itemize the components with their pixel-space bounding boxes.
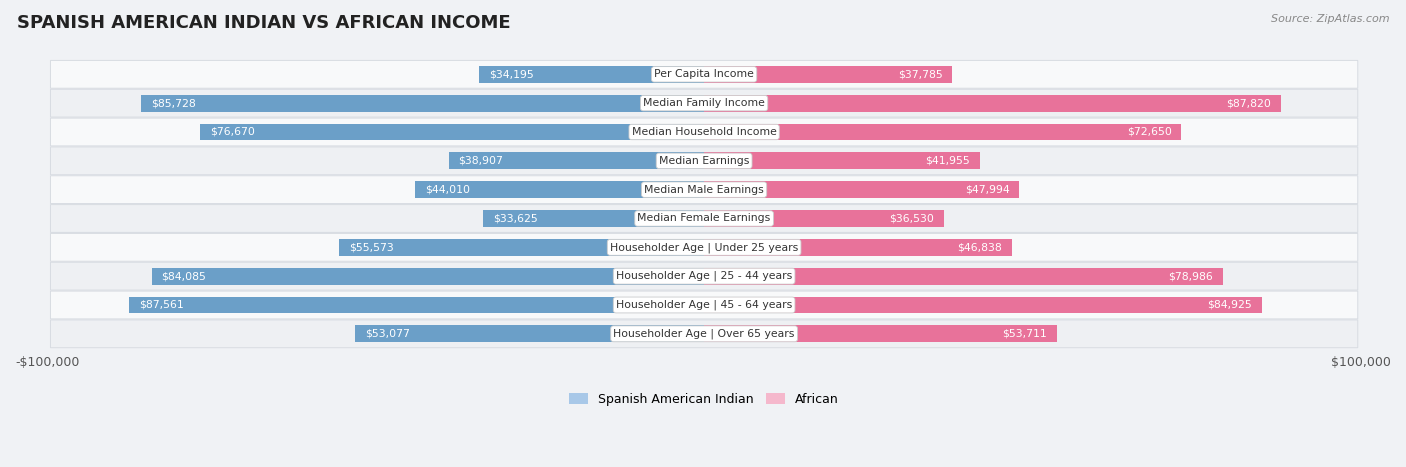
Bar [704, 66, 952, 83]
Text: $33,625: $33,625 [494, 213, 538, 224]
Bar [704, 297, 1263, 313]
FancyBboxPatch shape [51, 262, 1358, 290]
Bar [339, 239, 704, 256]
Text: $44,010: $44,010 [425, 184, 470, 195]
FancyBboxPatch shape [51, 291, 1358, 319]
Text: $46,838: $46,838 [957, 242, 1002, 252]
Bar [704, 325, 1057, 342]
Bar [704, 95, 1281, 112]
FancyBboxPatch shape [51, 118, 1358, 146]
Text: Median Female Earnings: Median Female Earnings [637, 213, 770, 224]
Text: $47,994: $47,994 [965, 184, 1010, 195]
FancyBboxPatch shape [51, 147, 1358, 175]
Text: $41,955: $41,955 [925, 156, 970, 166]
FancyBboxPatch shape [51, 89, 1358, 117]
FancyBboxPatch shape [51, 320, 1358, 348]
FancyBboxPatch shape [51, 234, 1358, 261]
Bar [129, 297, 704, 313]
Text: $78,986: $78,986 [1168, 271, 1213, 281]
Text: Per Capita Income: Per Capita Income [654, 69, 754, 79]
Bar [704, 181, 1019, 198]
Legend: Spanish American Indian, African: Spanish American Indian, African [565, 389, 842, 410]
Bar [704, 210, 943, 227]
Text: $72,650: $72,650 [1126, 127, 1171, 137]
Bar [415, 181, 704, 198]
Text: $36,530: $36,530 [890, 213, 934, 224]
Text: Householder Age | 25 - 44 years: Householder Age | 25 - 44 years [616, 271, 792, 282]
Text: Median Male Earnings: Median Male Earnings [644, 184, 763, 195]
Text: $84,085: $84,085 [162, 271, 207, 281]
Text: $38,907: $38,907 [458, 156, 503, 166]
Text: $87,561: $87,561 [139, 300, 184, 310]
Bar [356, 325, 704, 342]
Bar [704, 152, 980, 169]
Text: Median Household Income: Median Household Income [631, 127, 776, 137]
Bar [201, 124, 704, 141]
Bar [479, 66, 704, 83]
Text: Householder Age | Over 65 years: Householder Age | Over 65 years [613, 329, 794, 339]
Text: $85,728: $85,728 [150, 98, 195, 108]
Bar [704, 268, 1223, 284]
Text: $55,573: $55,573 [349, 242, 394, 252]
Text: Householder Age | Under 25 years: Householder Age | Under 25 years [610, 242, 799, 253]
Text: Householder Age | 45 - 64 years: Householder Age | 45 - 64 years [616, 300, 792, 310]
Text: $53,077: $53,077 [366, 329, 411, 339]
Text: Median Earnings: Median Earnings [659, 156, 749, 166]
Text: Source: ZipAtlas.com: Source: ZipAtlas.com [1271, 14, 1389, 24]
Text: Median Family Income: Median Family Income [643, 98, 765, 108]
Text: $84,925: $84,925 [1208, 300, 1253, 310]
Bar [141, 95, 704, 112]
FancyBboxPatch shape [51, 60, 1358, 88]
Text: SPANISH AMERICAN INDIAN VS AFRICAN INCOME: SPANISH AMERICAN INDIAN VS AFRICAN INCOM… [17, 14, 510, 32]
Bar [704, 124, 1181, 141]
Bar [449, 152, 704, 169]
Text: $87,820: $87,820 [1226, 98, 1271, 108]
Text: $76,670: $76,670 [211, 127, 254, 137]
Bar [704, 239, 1012, 256]
Bar [152, 268, 704, 284]
FancyBboxPatch shape [51, 205, 1358, 233]
Text: $37,785: $37,785 [898, 69, 942, 79]
FancyBboxPatch shape [51, 176, 1358, 204]
Bar [484, 210, 704, 227]
Text: $53,711: $53,711 [1002, 329, 1047, 339]
Text: $34,195: $34,195 [489, 69, 534, 79]
